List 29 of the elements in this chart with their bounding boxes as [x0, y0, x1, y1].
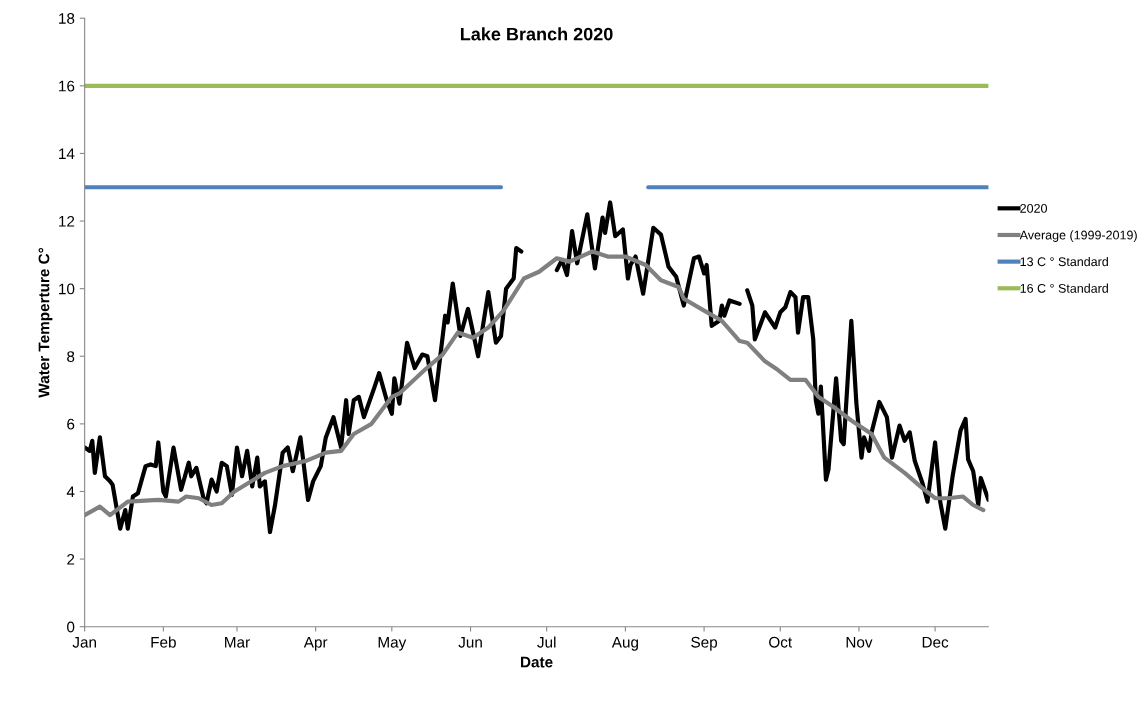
x-tick-label: May [378, 636, 407, 651]
x-tick-label: Jan [72, 636, 96, 648]
legend-label: 2020 [1020, 203, 1047, 213]
y-tick-label: 14 [59, 148, 75, 159]
y-tick-label: 0 [67, 621, 75, 633]
x-tick-label: Feb [151, 636, 176, 648]
x-tick-label: Sep [691, 636, 718, 651]
legend-label: Average (1999-2019) [1019, 230, 1137, 242]
y-tick-label: 18 [59, 13, 75, 24]
x-tick-label: Apr [303, 636, 328, 651]
x-tick-label: Oct [769, 636, 793, 648]
y-tick-label: 4 [66, 486, 75, 498]
y-axis-title: Water Temperture C° [38, 247, 53, 398]
x-tick-label: Jun [458, 636, 482, 648]
y-tick-label: 6 [67, 418, 75, 430]
x-tick-label: Nov [846, 636, 873, 648]
chart-title: Lake Branch 2020 [460, 27, 613, 41]
x-axis-title: Date [521, 656, 553, 668]
y-tick-label: 2 [67, 553, 75, 565]
x-tick-label: Aug [611, 636, 638, 651]
legend-label: 13 C ° Standard [1020, 256, 1108, 267]
x-tick-label: Mar [225, 636, 250, 648]
y-tick-label: 12 [59, 215, 75, 227]
x-tick-label: Dec [922, 636, 949, 648]
x-tick-label: Jul [537, 636, 556, 648]
y-tick-label: 16 [59, 80, 75, 92]
y-tick-label: 10 [59, 283, 75, 295]
y-tick-label: 8 [67, 351, 75, 362]
legend-label: 16 C ° Standard [1020, 283, 1108, 293]
